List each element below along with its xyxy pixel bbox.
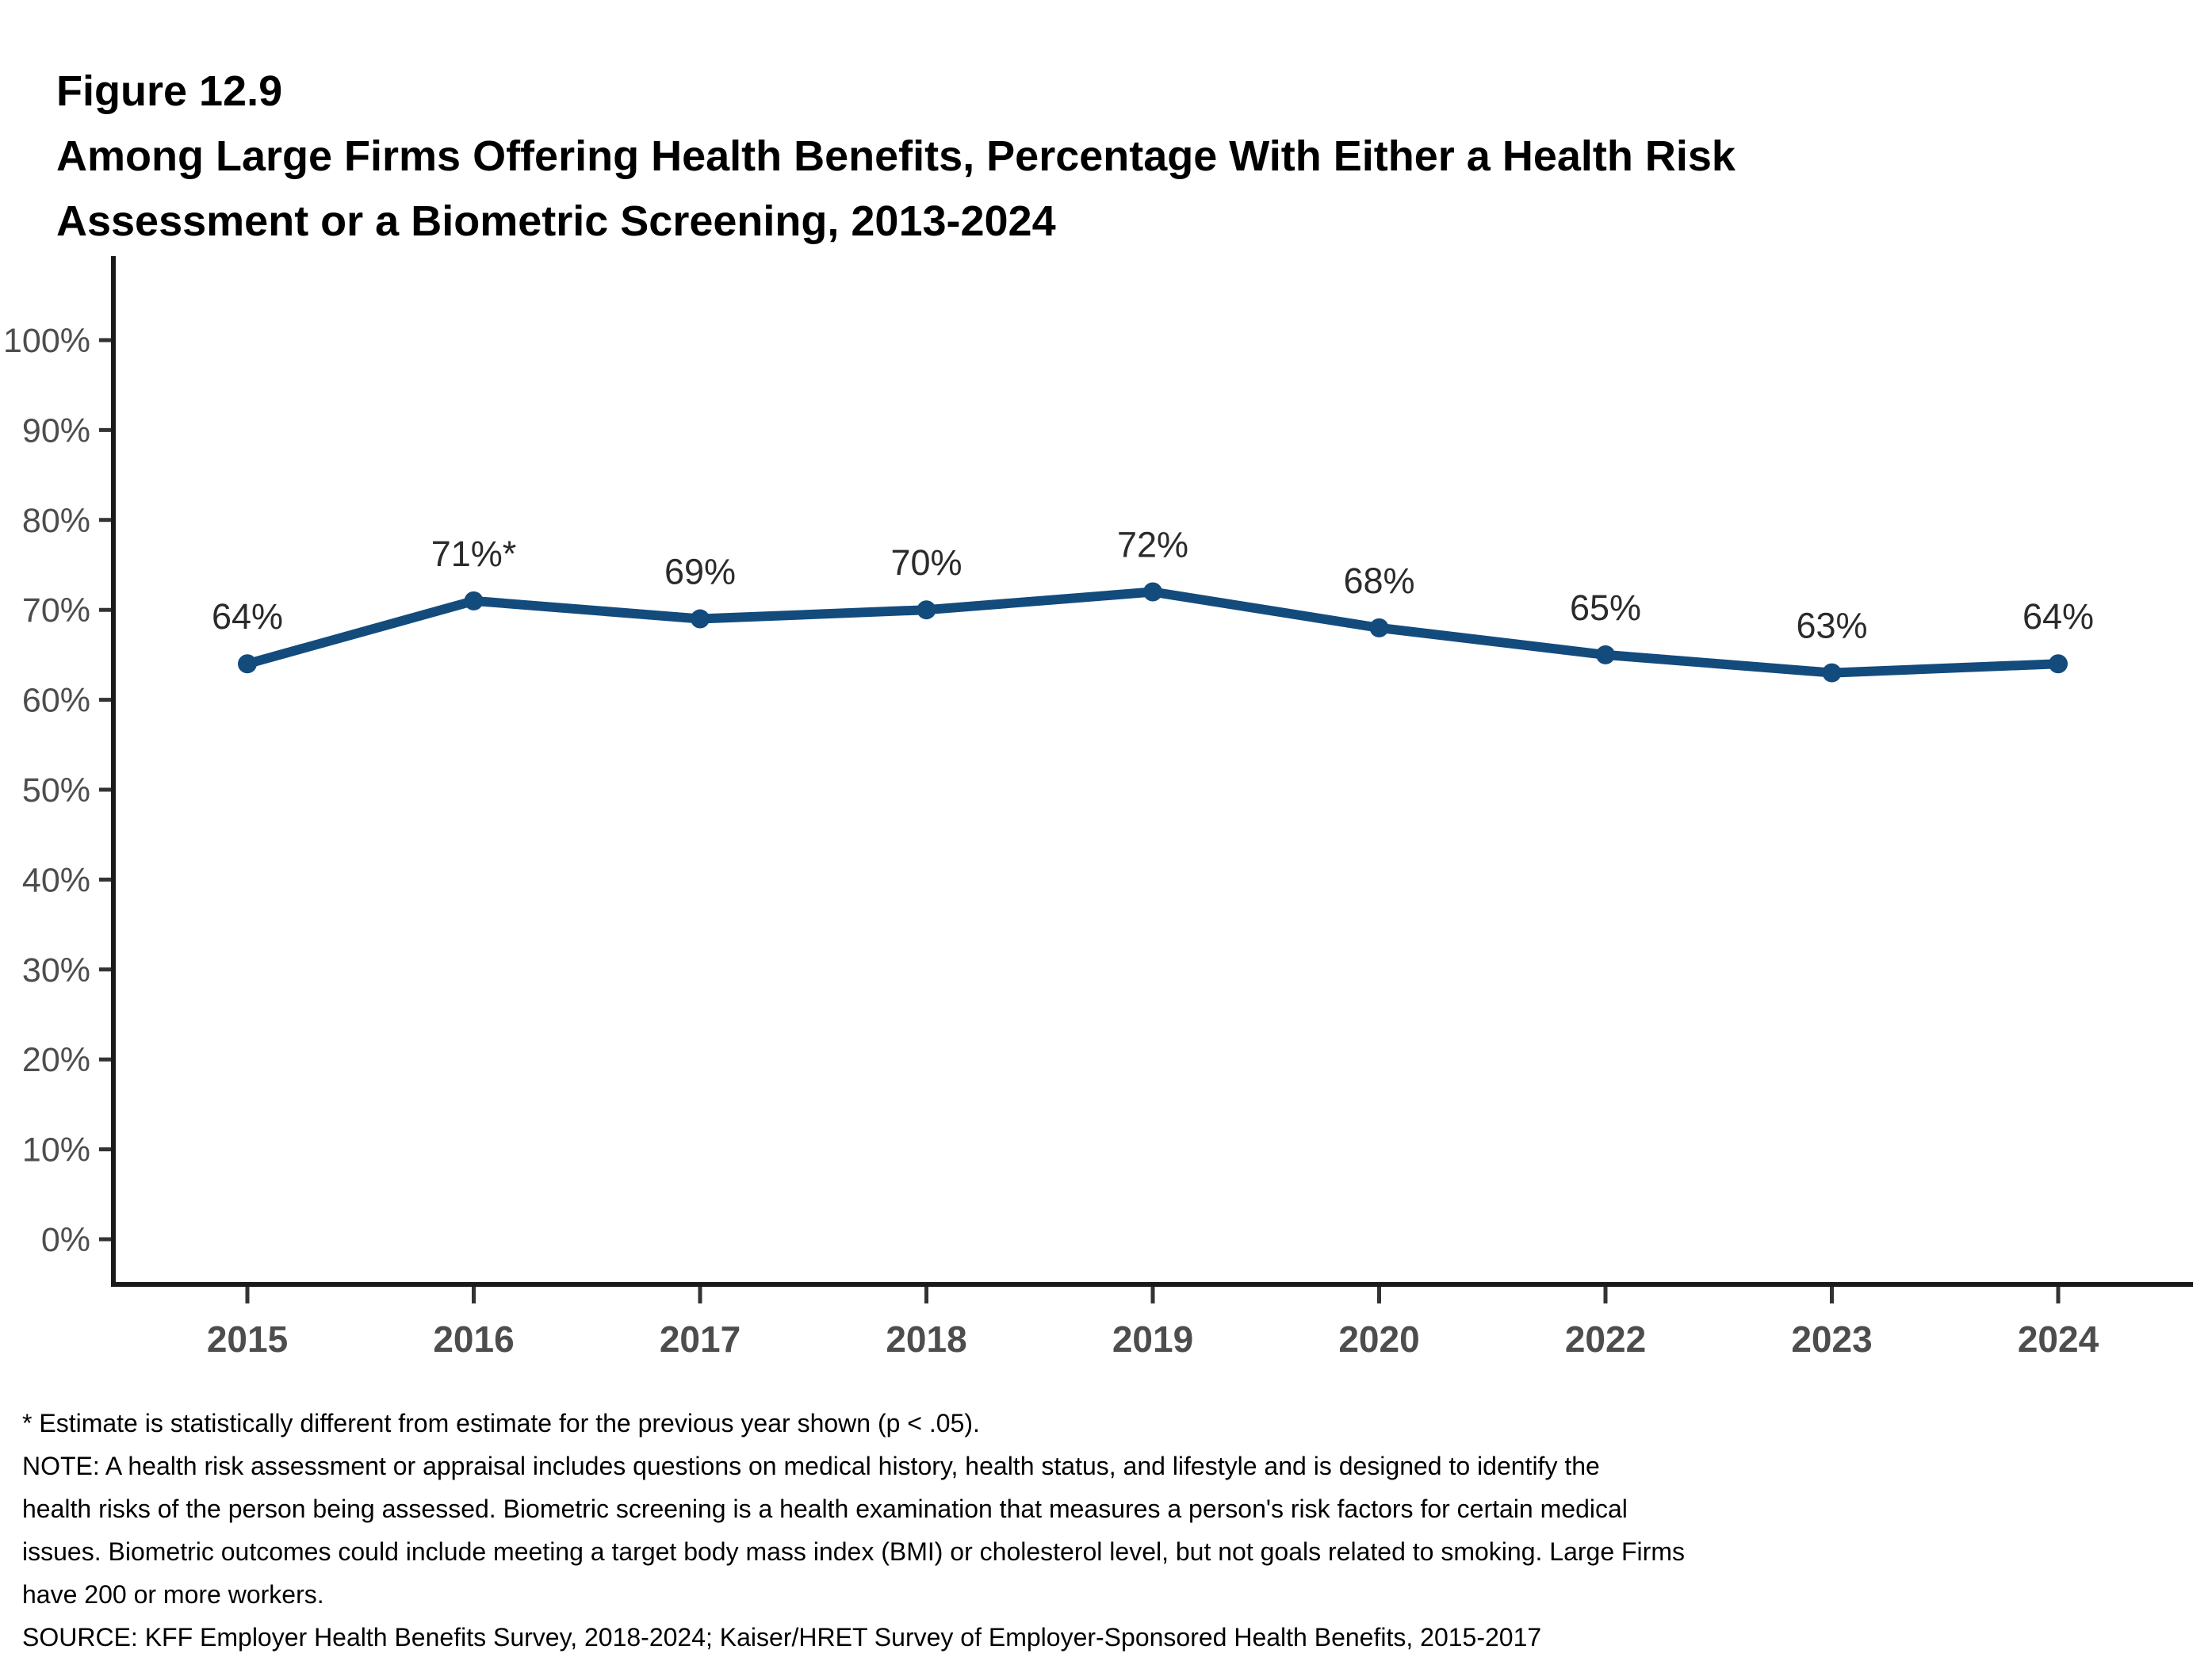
footnote-asterisk: * Estimate is statistically different fr… bbox=[22, 1409, 980, 1437]
data-point-label: 64% bbox=[212, 596, 283, 637]
data-point bbox=[1596, 645, 1615, 664]
x-axis-tick-label: 2020 bbox=[1338, 1319, 1419, 1360]
y-axis-tick-label: 20% bbox=[22, 1041, 90, 1079]
data-point bbox=[691, 609, 710, 629]
data-point-label: 68% bbox=[1343, 561, 1414, 601]
data-point bbox=[238, 654, 257, 674]
data-point-label: 64% bbox=[2023, 596, 2094, 637]
y-axis-tick-label: 80% bbox=[22, 502, 90, 540]
figure-title-line2: Assessment or a Biometric Screening, 201… bbox=[56, 197, 1056, 245]
x-axis-tick-label: 2024 bbox=[2018, 1319, 2099, 1360]
data-point bbox=[1143, 582, 1162, 602]
y-axis-tick-label: 70% bbox=[22, 591, 90, 630]
y-axis-tick-label: 0% bbox=[41, 1221, 90, 1259]
y-axis-tick-label: 90% bbox=[22, 411, 90, 450]
y-axis-tick-label: 30% bbox=[22, 951, 90, 989]
data-point-label: 63% bbox=[1796, 606, 1867, 646]
x-axis-tick-label: 2016 bbox=[433, 1319, 514, 1360]
x-axis-tick-label: 2022 bbox=[1565, 1319, 1646, 1360]
figure-number: Figure 12.9 bbox=[56, 67, 283, 115]
data-point-label: 65% bbox=[1570, 588, 1641, 628]
footnote-note-line1: NOTE: A health risk assessment or apprai… bbox=[22, 1452, 1600, 1480]
title-block: Figure 12.9 Among Large Firms Offering H… bbox=[56, 59, 1736, 254]
data-point-label: 69% bbox=[664, 552, 736, 592]
x-axis-tick-label: 2019 bbox=[1112, 1319, 1193, 1360]
data-point-label: 72% bbox=[1117, 525, 1188, 565]
footnote-source: SOURCE: KFF Employer Health Benefits Sur… bbox=[22, 1623, 1542, 1652]
x-axis-tick-label: 2018 bbox=[886, 1319, 966, 1360]
y-axis-tick-label: 60% bbox=[22, 682, 90, 720]
data-point bbox=[1822, 663, 1842, 683]
y-axis-tick-label: 50% bbox=[22, 771, 90, 810]
data-point bbox=[1369, 618, 1389, 637]
data-point-label: 71%* bbox=[431, 534, 517, 574]
y-axis-tick-label: 10% bbox=[22, 1131, 90, 1169]
figure-title-line1: Among Large Firms Offering Health Benefi… bbox=[56, 132, 1736, 180]
y-axis-tick-label: 100% bbox=[3, 322, 90, 360]
footnote-note-line2: health risks of the person being assesse… bbox=[22, 1495, 1628, 1523]
data-point bbox=[2049, 654, 2068, 674]
footnote-note-line3: issues. Biometric outcomes could include… bbox=[22, 1537, 1685, 1566]
x-axis-tick-label: 2023 bbox=[1791, 1319, 1872, 1360]
series-line bbox=[243, 587, 2063, 678]
y-axis-tick-label: 40% bbox=[22, 861, 90, 899]
x-axis-tick-label: 2015 bbox=[207, 1319, 288, 1360]
data-point-label: 70% bbox=[890, 542, 962, 583]
x-axis-tick-label: 2017 bbox=[660, 1319, 741, 1360]
data-point bbox=[464, 591, 484, 610]
footnotes-block: * Estimate is statistically different fr… bbox=[22, 1402, 1685, 1659]
data-point bbox=[917, 600, 936, 620]
footnote-note-line4: have 200 or more workers. bbox=[22, 1580, 324, 1609]
